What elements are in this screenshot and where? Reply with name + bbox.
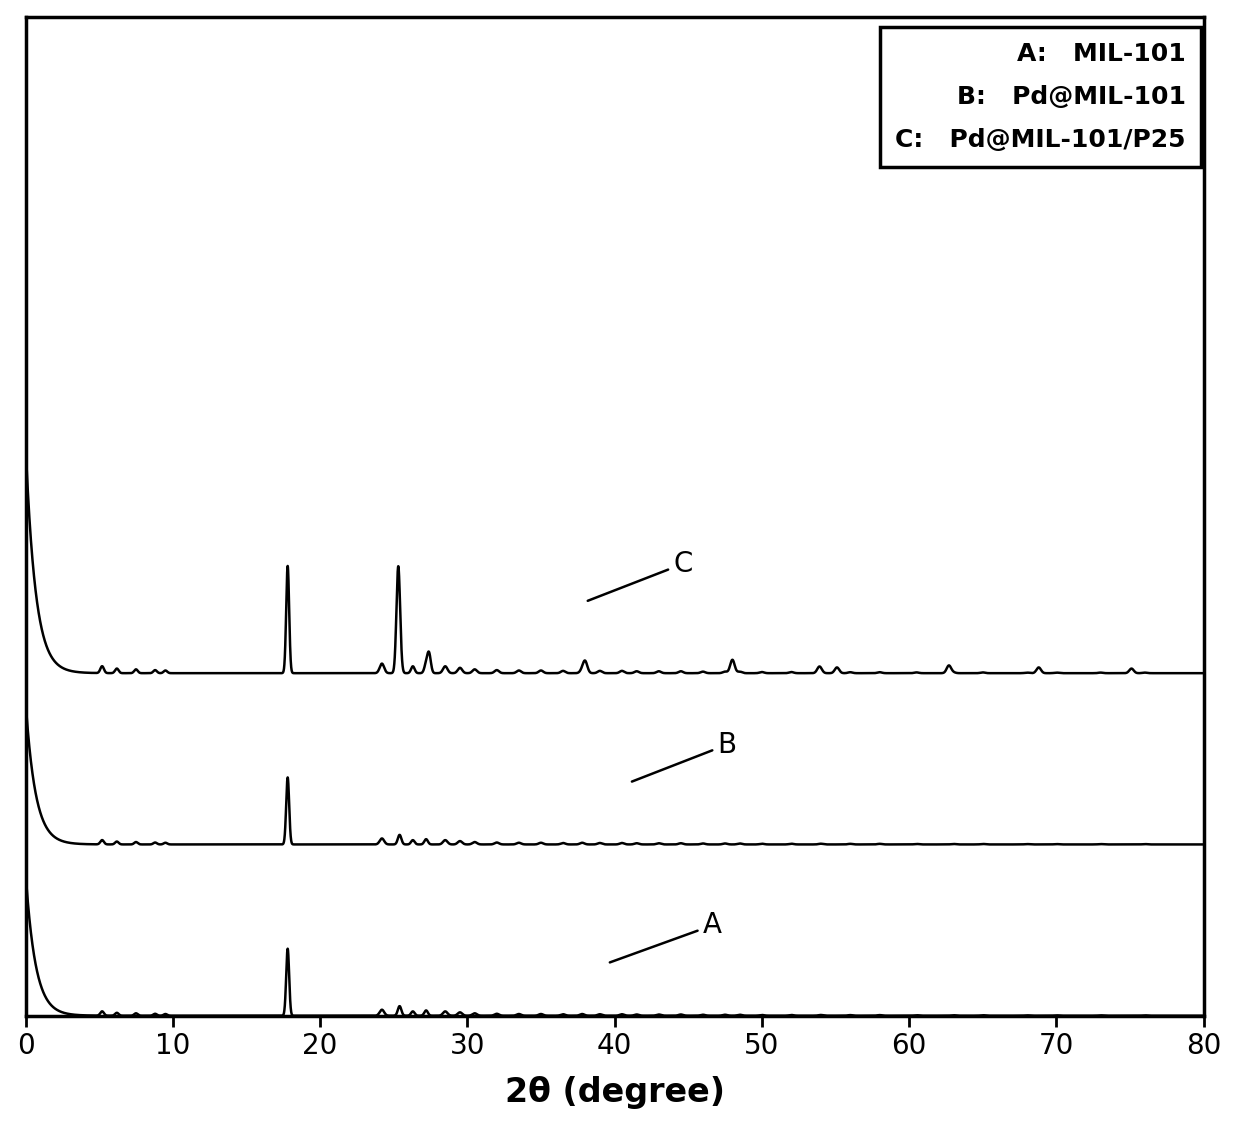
Text: C: C xyxy=(588,549,693,601)
X-axis label: 2θ (degree): 2θ (degree) xyxy=(505,1076,724,1109)
Text: B: B xyxy=(631,731,737,781)
Text: A:   MIL-101
B:   Pd@MIL-101
C:   Pd@MIL-101/P25: A: MIL-101 B: Pd@MIL-101 C: Pd@MIL-101/P… xyxy=(895,42,1186,152)
Text: A: A xyxy=(610,911,722,963)
